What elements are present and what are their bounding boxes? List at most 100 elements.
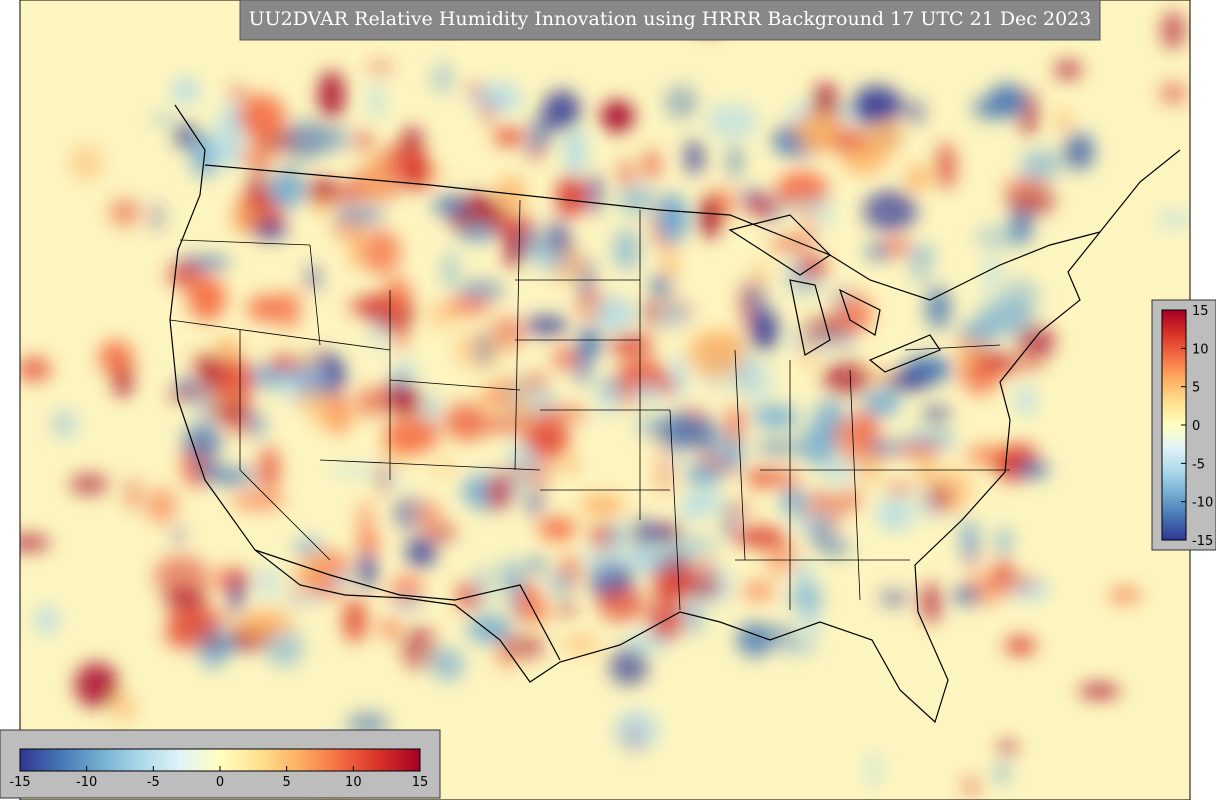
field-blob bbox=[328, 464, 385, 477]
field-blob bbox=[925, 286, 952, 330]
field-blob bbox=[684, 139, 704, 175]
field-blob bbox=[752, 405, 800, 429]
field-blob bbox=[905, 164, 931, 192]
field-blob bbox=[520, 583, 539, 613]
field-blob bbox=[995, 762, 1009, 785]
field-blob bbox=[565, 128, 586, 175]
field-blob bbox=[246, 294, 288, 323]
field-blob bbox=[150, 203, 163, 232]
field-blob bbox=[699, 195, 721, 239]
us-outline bbox=[169, 104, 1181, 724]
field-blob bbox=[405, 536, 437, 569]
field-blob bbox=[501, 634, 546, 659]
field-blob bbox=[429, 461, 458, 475]
field-blob bbox=[383, 276, 412, 318]
field-blob bbox=[661, 306, 686, 326]
field-blob bbox=[735, 526, 786, 548]
tick-label: 15 bbox=[1192, 304, 1209, 319]
field-blob bbox=[1021, 149, 1062, 181]
field-blob bbox=[433, 195, 468, 217]
tick-label: 5 bbox=[1192, 381, 1200, 396]
field-blob bbox=[154, 555, 209, 597]
field-blob bbox=[1155, 212, 1190, 226]
field-blob bbox=[671, 355, 687, 398]
field-blob bbox=[365, 152, 389, 198]
field-blob bbox=[401, 126, 423, 153]
field-blob bbox=[35, 605, 58, 635]
field-blob bbox=[457, 281, 505, 300]
field-blob bbox=[505, 230, 522, 269]
field-blob bbox=[822, 361, 871, 397]
field-blob bbox=[427, 168, 448, 183]
field-blob bbox=[1003, 178, 1049, 193]
field-blob bbox=[357, 551, 377, 590]
field-blob bbox=[527, 122, 540, 156]
field-blob bbox=[295, 553, 335, 582]
field-blob bbox=[876, 497, 913, 532]
field-blob bbox=[543, 90, 581, 130]
field-blob bbox=[357, 500, 374, 543]
field-blob bbox=[657, 412, 706, 450]
field-blob bbox=[258, 446, 281, 492]
field-blob bbox=[216, 357, 255, 404]
field-blob bbox=[318, 70, 345, 119]
field-blob bbox=[815, 191, 834, 233]
field-blob bbox=[334, 205, 385, 226]
field-blob bbox=[493, 127, 525, 146]
field-blob bbox=[618, 159, 635, 189]
field-blob bbox=[657, 195, 690, 243]
field-blob bbox=[69, 144, 104, 181]
field-blob bbox=[749, 196, 774, 218]
field-blob bbox=[467, 83, 483, 97]
field-blob bbox=[1056, 110, 1071, 132]
field-blob bbox=[380, 619, 399, 638]
field-blob bbox=[168, 601, 213, 638]
field-blob bbox=[741, 581, 776, 601]
field-blob bbox=[636, 414, 666, 438]
field-blob bbox=[723, 502, 736, 542]
field-blob bbox=[163, 588, 209, 609]
field-blob bbox=[305, 177, 338, 201]
field-blob bbox=[425, 523, 458, 542]
field-blob bbox=[250, 220, 288, 239]
field-blob bbox=[961, 777, 981, 797]
field-blob bbox=[1000, 358, 1045, 374]
field-blob bbox=[556, 175, 586, 218]
field-blob bbox=[250, 413, 265, 438]
field-blob bbox=[187, 276, 226, 321]
field-blob bbox=[238, 94, 286, 140]
field-blob bbox=[608, 523, 628, 548]
field-blob bbox=[863, 190, 918, 232]
field-blob bbox=[308, 126, 352, 151]
field-blob bbox=[682, 597, 704, 635]
field-blob bbox=[920, 581, 942, 624]
field-blob bbox=[69, 473, 109, 495]
field-blob bbox=[560, 633, 601, 655]
field-blob bbox=[870, 120, 903, 153]
field-blob bbox=[269, 173, 305, 209]
field-blob bbox=[792, 516, 829, 532]
field-blob bbox=[228, 86, 248, 101]
field-blob bbox=[829, 128, 868, 153]
field-blob bbox=[124, 477, 141, 511]
map-title: UU2DVAR Relative Humidity Innovation usi… bbox=[249, 8, 1092, 30]
field-blob bbox=[957, 322, 1000, 342]
field-blob bbox=[391, 363, 418, 378]
field-blob bbox=[1016, 459, 1050, 479]
field-blob bbox=[660, 248, 680, 281]
field-blob bbox=[424, 390, 438, 431]
field-blob bbox=[1108, 588, 1142, 602]
field-blob bbox=[613, 228, 640, 271]
field-blob bbox=[935, 142, 957, 190]
field-blob bbox=[965, 572, 1009, 605]
field-blob bbox=[1004, 637, 1036, 655]
great-lakes bbox=[728, 214, 941, 373]
field-blob bbox=[371, 314, 386, 354]
field-blob bbox=[905, 246, 937, 260]
field-blob bbox=[309, 410, 359, 428]
field-blob bbox=[591, 522, 612, 550]
field-blob bbox=[1011, 206, 1032, 244]
field-blob bbox=[268, 356, 301, 372]
